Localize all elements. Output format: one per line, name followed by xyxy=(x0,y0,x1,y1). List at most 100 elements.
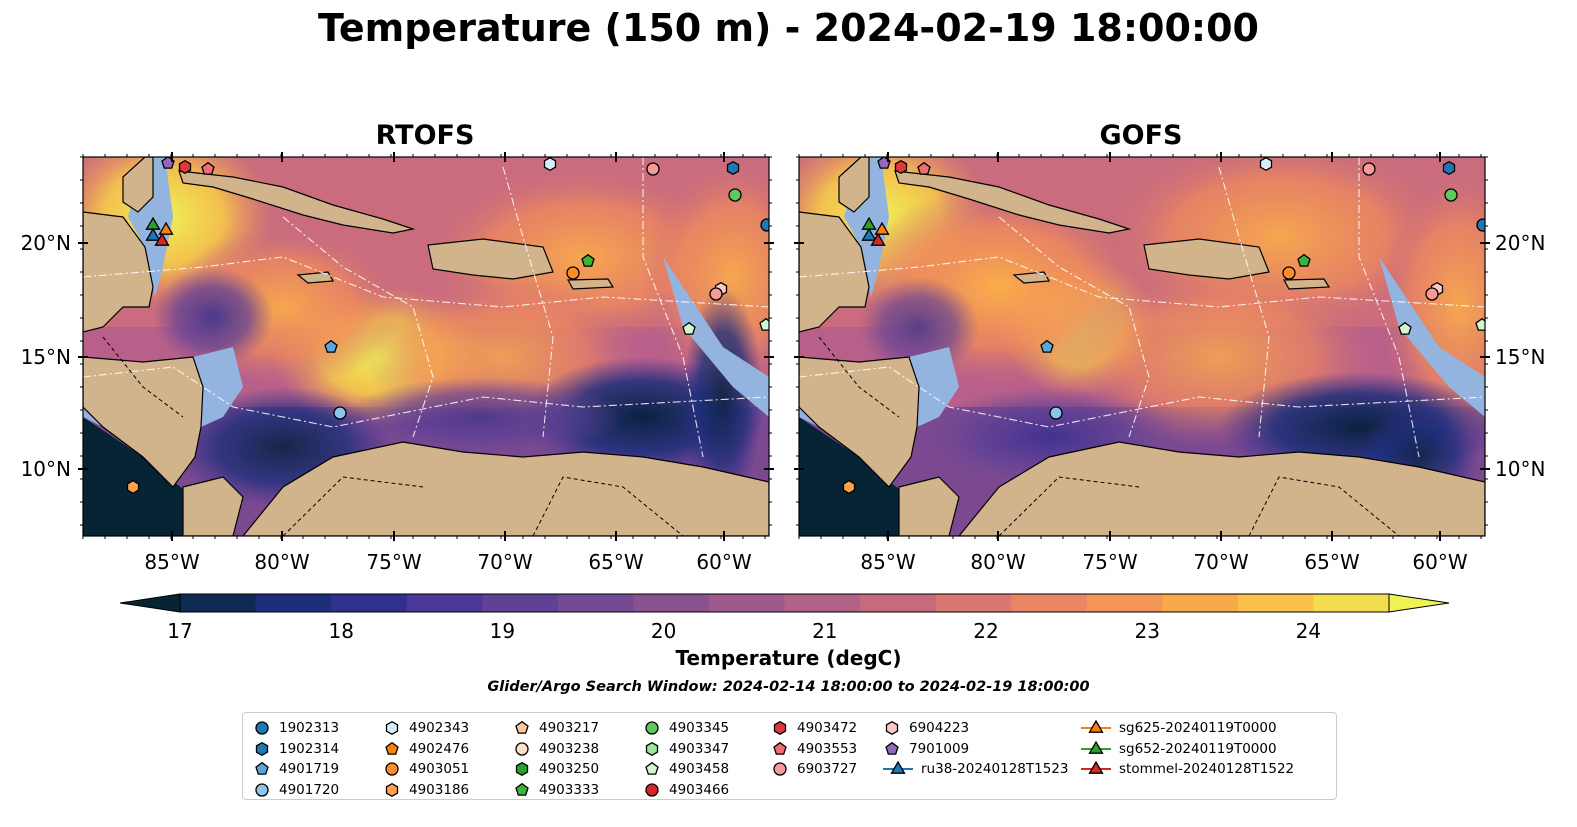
legend-label: 4902476 xyxy=(409,740,470,757)
legend-label: 4903238 xyxy=(539,740,600,757)
legend-pentagon-icon xyxy=(255,762,269,776)
land-polygon xyxy=(1143,238,1270,280)
float-marker xyxy=(1362,162,1376,176)
float-marker xyxy=(1425,287,1439,301)
legend-entry: 7901009 xyxy=(883,739,1068,760)
float-marker xyxy=(760,218,769,232)
legend-entry: 4902476 xyxy=(383,739,469,760)
legend-pentagon-icon xyxy=(885,741,899,755)
float-marker xyxy=(1398,321,1412,335)
legend-entry: 4901719 xyxy=(253,759,339,780)
legend-label: ru38-20240128T1523 xyxy=(921,761,1069,778)
float-marker xyxy=(1476,218,1485,232)
legend-hexagon-icon xyxy=(885,721,899,736)
land-polygon xyxy=(799,356,920,488)
colorbar-bin xyxy=(482,594,559,612)
legend-circle-icon xyxy=(255,783,269,797)
land-polygon xyxy=(296,271,334,284)
legend-marker-icon xyxy=(385,782,399,797)
colorbar-extend-min xyxy=(119,593,181,613)
lat-tick-label: 10°N xyxy=(1495,457,1545,481)
legend-marker-icon xyxy=(773,741,787,755)
legend-label: 6903727 xyxy=(797,761,858,778)
colorbar-bin xyxy=(708,594,786,612)
colorbar-tick-label: 20 xyxy=(651,619,676,643)
legend-entry: sg652-20240119T0000 xyxy=(1081,739,1294,760)
search-window-text: Glider/Argo Search Window: 2024-02-14 18… xyxy=(487,679,1090,695)
legend-marker-icon xyxy=(385,762,399,776)
legend-triangle-icon xyxy=(1088,720,1104,734)
legend-label: 4903458 xyxy=(669,761,730,778)
legend-label: 6904223 xyxy=(909,720,970,737)
legend-entry: 4903345 xyxy=(643,718,729,739)
legend-triangle-icon xyxy=(1088,761,1104,775)
legend-entry: 4903250 xyxy=(513,759,599,780)
legend-label: 1902314 xyxy=(279,740,340,757)
float-marker xyxy=(728,188,742,202)
lon-tick-label: 60°W xyxy=(1412,550,1467,574)
legend-marker-icon xyxy=(645,721,659,735)
legend-entry: 4902343 xyxy=(383,718,469,739)
legend-column: 4903472 4903553 6903727 xyxy=(771,718,857,780)
float-marker xyxy=(1049,406,1063,420)
panel-title-rtofs: RTOFS xyxy=(375,120,475,151)
legend-circle-icon xyxy=(773,762,787,776)
legend-marker-icon xyxy=(1081,740,1111,754)
colorbar-bin xyxy=(180,594,257,612)
legend-marker-icon xyxy=(255,783,269,797)
legend-label: 4903347 xyxy=(669,740,730,757)
legend-marker-icon xyxy=(515,721,529,735)
colorbar-bin xyxy=(935,594,1012,612)
legend-label: 4903333 xyxy=(539,781,600,798)
land-polygon xyxy=(182,476,244,536)
legend-label: 4903345 xyxy=(669,720,730,737)
lat-tick-label: 20°N xyxy=(1495,231,1545,255)
colorbar-bin xyxy=(633,594,710,612)
land-polygon xyxy=(1282,278,1331,290)
legend-label: 7901009 xyxy=(909,740,970,757)
land-polygon xyxy=(122,157,154,213)
land-polygon xyxy=(894,170,1132,234)
legend-column: sg625-20240119T0000 sg652-20240119T0000 st… xyxy=(1081,718,1294,780)
legend-marker-icon xyxy=(515,782,529,796)
float-marker xyxy=(894,159,908,175)
land-polygon xyxy=(566,278,615,290)
legend-label: 1902313 xyxy=(279,720,340,737)
legend-entry: 4903472 xyxy=(771,718,857,739)
legend-entry: 4903238 xyxy=(513,739,599,760)
legend-label: 4903217 xyxy=(539,720,600,737)
glider-marker xyxy=(870,232,886,246)
legend-label: 4901720 xyxy=(279,781,340,798)
glider-marker xyxy=(158,221,174,235)
lon-tick-label: 65°W xyxy=(1304,550,1359,574)
legend-label: 4903553 xyxy=(797,740,858,757)
land-polygon xyxy=(83,211,154,333)
legend-marker-icon xyxy=(515,762,529,777)
legend: 1902313 1902314 4901719 4901720 4902343 49024… xyxy=(242,712,1337,800)
float-marker xyxy=(759,317,769,331)
legend-column: 4902343 4902476 4903051 4903186 xyxy=(383,718,469,800)
float-marker xyxy=(566,266,580,280)
colorbar-bin xyxy=(1237,594,1315,612)
colorbar-bin xyxy=(784,594,861,612)
legend-circle-icon xyxy=(385,762,399,776)
legend-marker-icon xyxy=(885,721,899,736)
lon-tick-label: 70°W xyxy=(477,550,532,574)
legend-hexagon-icon xyxy=(385,721,399,736)
legend-entry: 4903051 xyxy=(383,759,469,780)
lon-tick-label: 80°W xyxy=(254,550,309,574)
legend-label: 4903472 xyxy=(797,720,858,737)
legend-column: 1902313 1902314 4901719 4901720 xyxy=(253,718,339,800)
legend-pentagon-icon xyxy=(385,741,399,755)
colorbar-tick-label: 21 xyxy=(812,619,837,643)
land-polygon xyxy=(242,441,769,536)
legend-hexagon-icon xyxy=(515,762,529,777)
legend-label: sg652-20240119T0000 xyxy=(1119,740,1277,757)
legend-label: 4903051 xyxy=(409,761,470,778)
legend-marker-icon xyxy=(1081,720,1111,734)
lat-tick-label: 15°N xyxy=(21,345,71,369)
legend-circle-icon xyxy=(515,742,529,756)
float-marker xyxy=(178,159,192,175)
float-marker xyxy=(126,479,140,495)
